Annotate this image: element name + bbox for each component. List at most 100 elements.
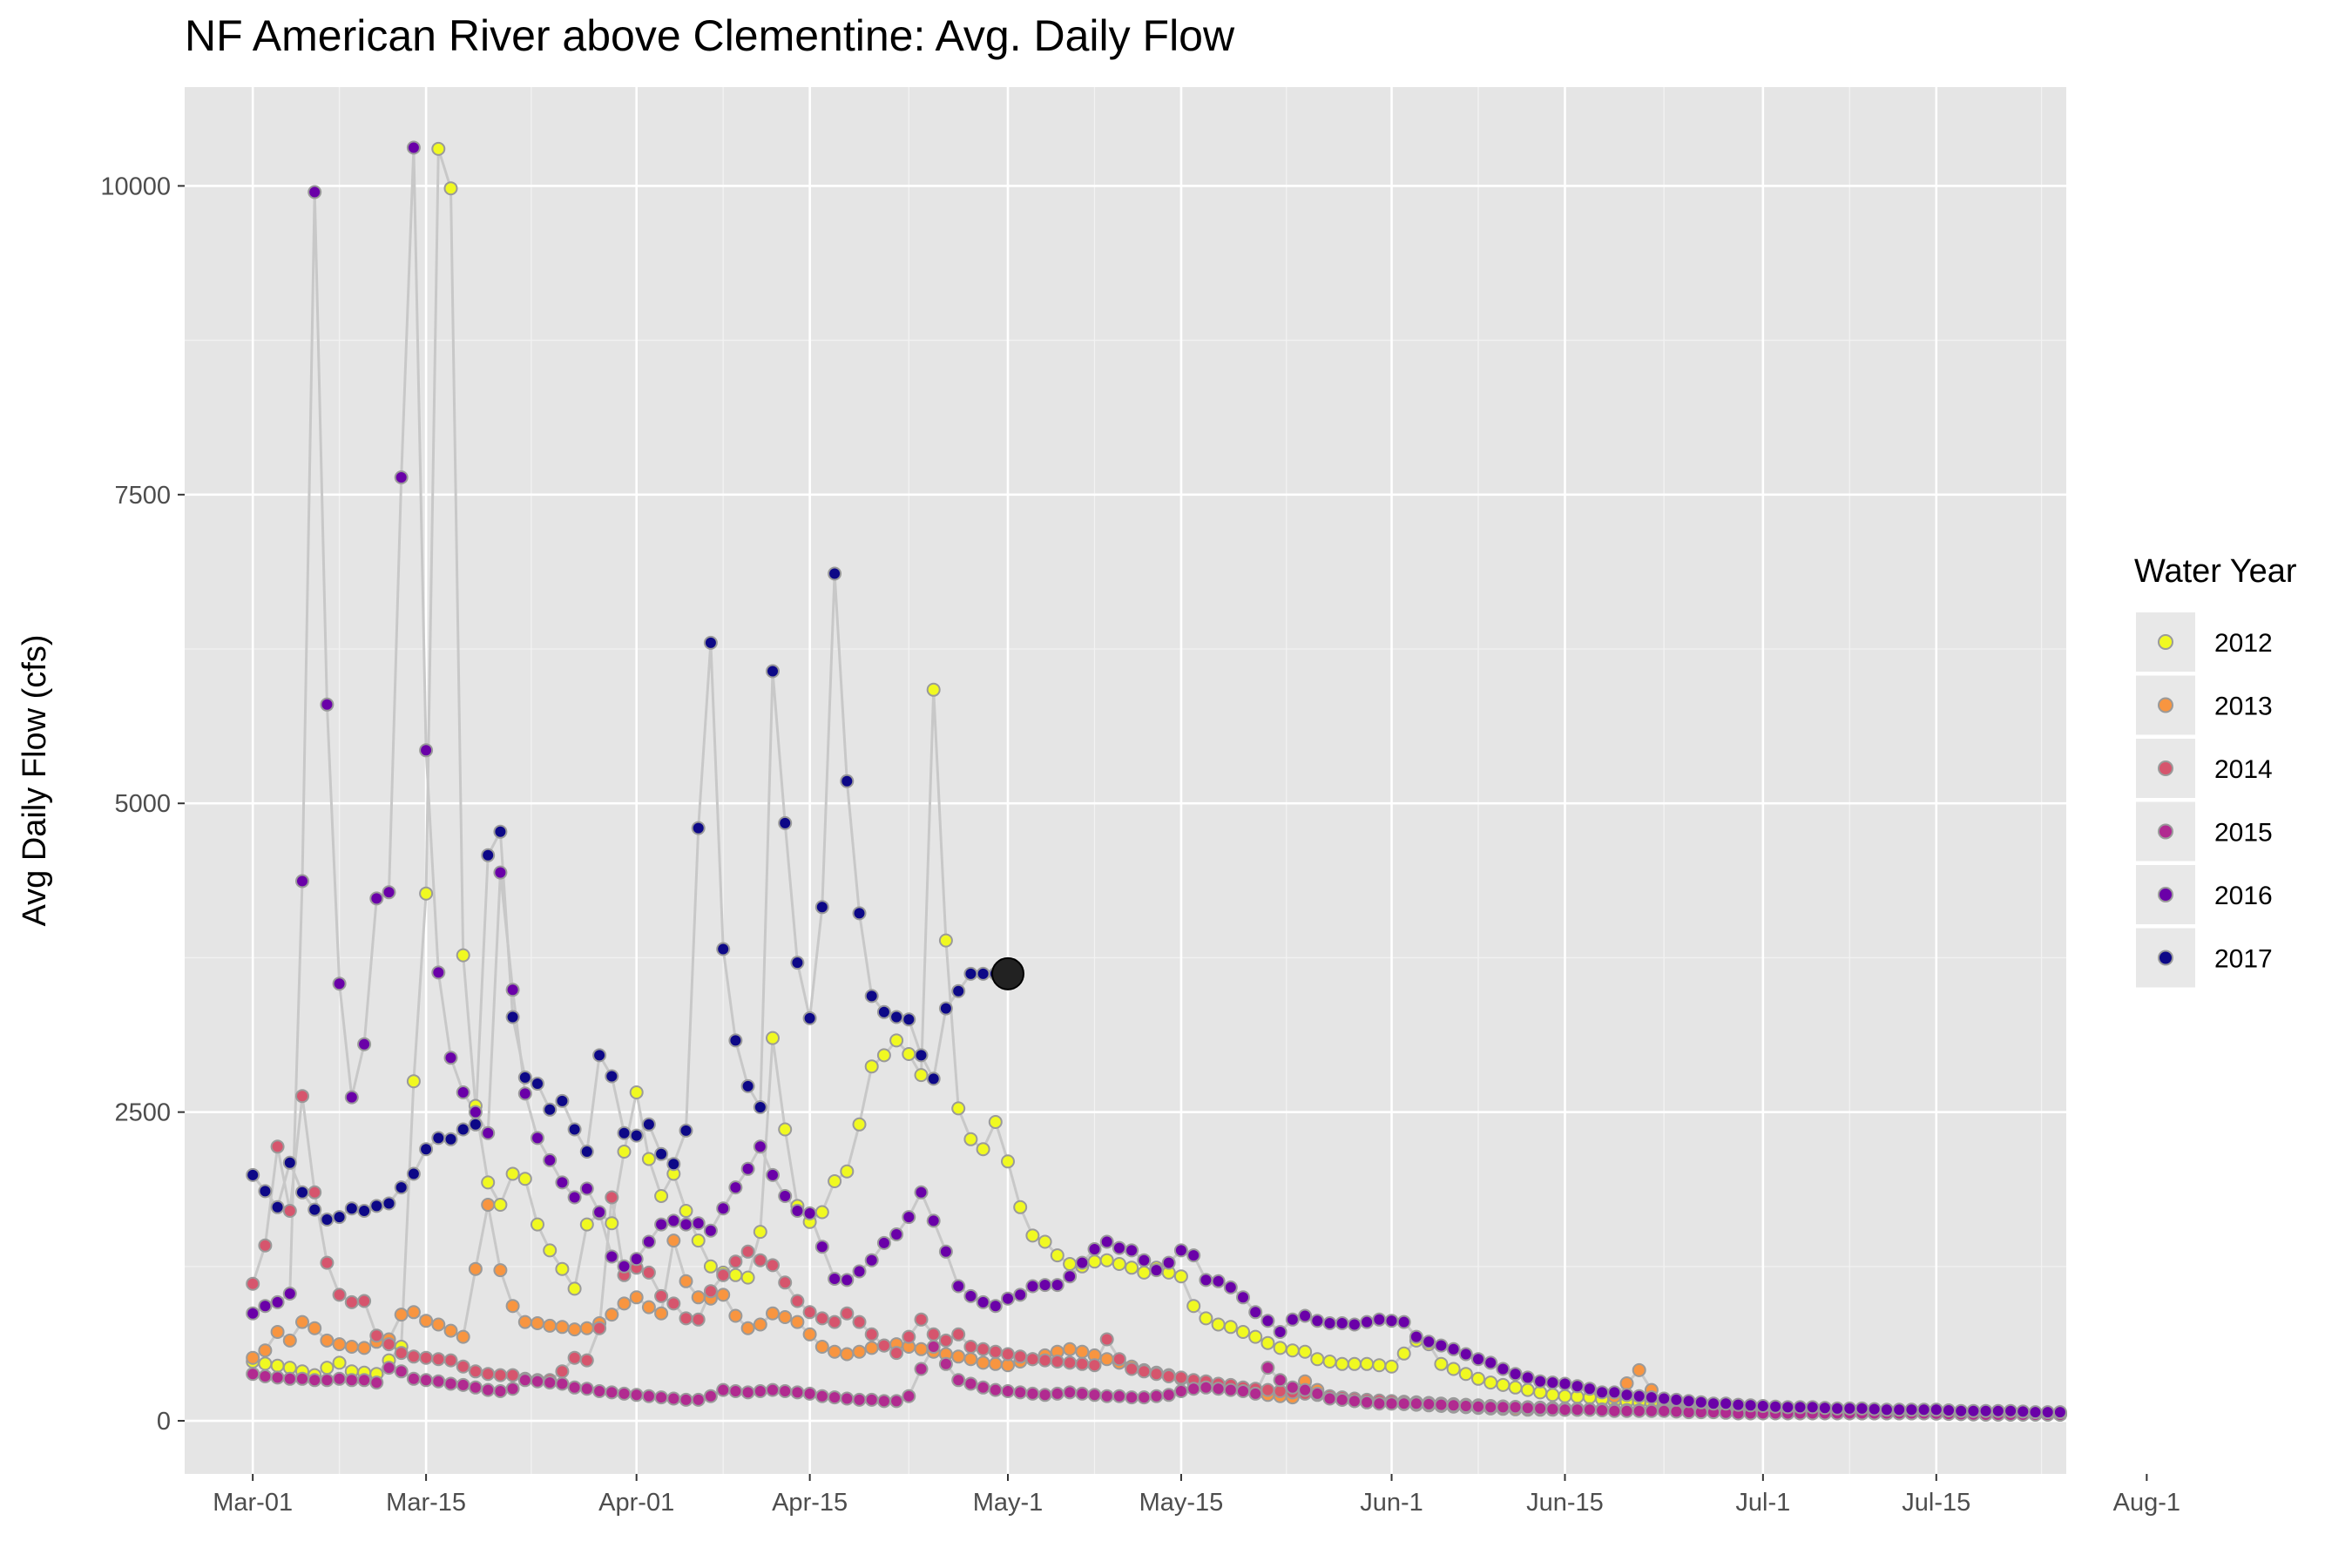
data-point-2016 (419, 743, 434, 758)
data-point-2012 (828, 1174, 842, 1188)
data-point-2015 (456, 1377, 470, 1392)
data-point-2017 (654, 1146, 669, 1161)
data-point-2012 (419, 886, 434, 901)
data-point-2016 (852, 1264, 867, 1279)
data-point-2014 (1037, 1353, 1052, 1368)
data-point-2013 (431, 1317, 446, 1332)
data-point-2012 (1434, 1356, 1449, 1371)
data-point-2017 (357, 1204, 372, 1218)
data-point-2015 (963, 1376, 978, 1391)
data-point-2013 (691, 1290, 706, 1305)
data-point-2014 (592, 1321, 607, 1335)
x-tick-label: Aug-1 (2113, 1489, 2180, 1517)
data-point-2012 (1223, 1320, 1238, 1335)
data-point-2013 (679, 1274, 693, 1288)
data-point-2014 (505, 1368, 520, 1382)
data-point-2017 (419, 1142, 434, 1157)
data-point-2016 (1298, 1308, 1313, 1323)
x-tick-label: Apr-15 (772, 1489, 848, 1517)
data-point-2014 (790, 1294, 805, 1308)
data-point-2016 (394, 470, 409, 484)
data-point-2016 (592, 1205, 607, 1220)
x-tick-label: Jun-15 (1526, 1489, 1604, 1517)
data-point-2015 (1161, 1388, 1176, 1402)
data-point-2015 (1446, 1398, 1461, 1413)
data-point-2012 (1396, 1346, 1411, 1361)
data-point-2015 (468, 1380, 483, 1395)
data-point-2016 (1347, 1317, 1362, 1332)
data-point-2015 (1582, 1402, 1597, 1417)
data-point-2016 (1173, 1243, 1188, 1258)
chart-title: NF American River above Clementine: Avg.… (185, 11, 1235, 60)
data-point-2015 (1396, 1396, 1411, 1411)
data-point-2012 (740, 1270, 755, 1285)
data-point-2017 (976, 966, 990, 981)
data-point-2015 (1607, 1403, 1622, 1418)
data-point-2012 (1520, 1382, 1535, 1397)
data-point-2017 (938, 1001, 953, 1016)
data-point-2014 (295, 1089, 309, 1104)
data-point-2017 (828, 566, 842, 581)
legend-label-2015: 2015 (2214, 819, 2273, 848)
data-point-2015 (369, 1375, 384, 1390)
data-point-2015 (555, 1376, 570, 1391)
data-point-2015 (864, 1392, 879, 1407)
data-point-2016 (1793, 1400, 1808, 1415)
data-point-2012 (1310, 1352, 1325, 1367)
data-point-2016 (1422, 1335, 1436, 1349)
data-point-2016 (617, 1259, 632, 1274)
data-point-2012 (431, 141, 446, 156)
data-point-2012 (1298, 1344, 1313, 1359)
data-point-2016 (840, 1273, 855, 1288)
data-point-2017 (344, 1201, 359, 1216)
x-tick-label: Mar-01 (213, 1489, 293, 1517)
data-point-2016 (1025, 1279, 1040, 1294)
data-point-2017 (517, 1070, 532, 1085)
data-point-2012 (1099, 1253, 1114, 1267)
data-point-2012 (481, 1175, 496, 1190)
data-point-2016 (1396, 1315, 1411, 1329)
data-point-2016 (543, 1152, 558, 1167)
data-point-2013 (394, 1308, 409, 1322)
data-point-2015 (1149, 1389, 1164, 1403)
legend-label-2014: 2014 (2214, 755, 2273, 784)
data-point-2012 (1236, 1325, 1250, 1339)
data-point-2013 (246, 1350, 260, 1365)
data-point-2014 (270, 1139, 285, 1154)
data-point-2012 (1335, 1356, 1349, 1371)
data-point-2017 (258, 1184, 273, 1199)
data-point-2015 (778, 1384, 793, 1398)
data-point-2016 (1830, 1401, 1845, 1416)
data-point-2016 (1248, 1305, 1263, 1320)
data-point-2016 (1211, 1274, 1226, 1288)
data-point-2015 (579, 1382, 594, 1396)
data-point-2012 (320, 1361, 335, 1375)
data-point-2015 (567, 1380, 582, 1395)
data-point-2016 (431, 965, 446, 980)
data-point-2016 (740, 1161, 755, 1176)
data-point-2012 (1545, 1388, 1560, 1402)
data-point-2015 (308, 1373, 322, 1388)
data-point-2017 (567, 1122, 582, 1137)
data-point-2015 (740, 1385, 755, 1400)
data-point-2012 (1186, 1299, 1201, 1314)
data-point-2014 (691, 1312, 706, 1327)
data-point-2016 (1360, 1315, 1375, 1329)
data-point-2017 (456, 1122, 470, 1137)
data-point-2014 (443, 1353, 458, 1368)
y-axis-title: Avg Daily Flow (cfs) (17, 634, 53, 926)
data-point-2013 (629, 1290, 644, 1305)
data-point-2016 (988, 1299, 1003, 1314)
data-point-2015 (295, 1371, 309, 1386)
data-point-2012 (753, 1225, 767, 1240)
data-point-2012 (703, 1259, 718, 1274)
data-point-2012 (691, 1233, 706, 1248)
data-point-2017 (629, 1128, 644, 1143)
data-point-2013 (320, 1333, 335, 1348)
data-point-2016 (666, 1213, 681, 1228)
data-point-2016 (531, 1131, 544, 1146)
data-point-2013 (308, 1321, 322, 1335)
data-point-2012 (654, 1189, 669, 1203)
data-point-2012 (926, 682, 941, 697)
